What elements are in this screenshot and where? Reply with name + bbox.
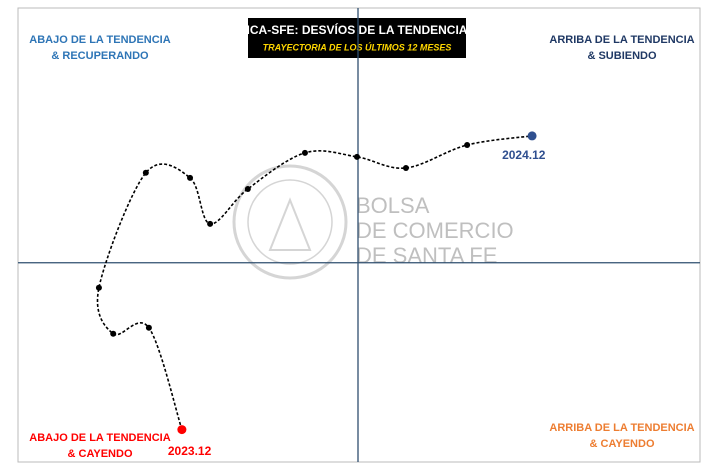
quadrant-label: & CAYENDO xyxy=(590,438,655,450)
watermark: DE COMERCIO xyxy=(356,218,514,243)
title-box xyxy=(248,18,466,58)
point xyxy=(110,330,117,337)
watermark: DE SANTA FE xyxy=(356,243,497,268)
seal xyxy=(232,164,348,280)
quadrant-label: ABAJO DE LA TENDENCIA xyxy=(29,34,170,46)
point xyxy=(207,220,214,227)
watermark: BOLSA xyxy=(356,193,430,218)
point xyxy=(402,164,409,171)
point xyxy=(244,185,251,192)
point xyxy=(464,141,471,148)
quadrant-label: ARRIBA DE LA TENDENCIA xyxy=(549,34,694,46)
point xyxy=(353,153,360,160)
chart-title: ICA-SFE: DESVÍOS DE LA TENDENCIA xyxy=(247,22,468,37)
quadrant-label: ARRIBA DE LA TENDENCIA xyxy=(549,422,694,434)
frame xyxy=(17,7,701,463)
point xyxy=(95,284,102,291)
point xyxy=(187,174,194,181)
point xyxy=(177,425,187,435)
point xyxy=(527,131,537,141)
quadrant-label: ABAJO DE LA TENDENCIA xyxy=(29,432,170,444)
chart-subtitle: TRAYECTORIA DE LOS ÚLTIMOS 12 MESES xyxy=(263,41,452,52)
quadrant-label: & SUBIENDO xyxy=(587,50,657,62)
end-label: 2024.12 xyxy=(502,148,546,162)
point xyxy=(142,169,149,176)
point xyxy=(301,149,308,156)
quadrant-label: & RECUPERANDO xyxy=(51,50,149,62)
start-label: 2023.12 xyxy=(168,444,212,458)
quadrant-label: & CAYENDO xyxy=(68,448,133,460)
point xyxy=(145,324,152,331)
